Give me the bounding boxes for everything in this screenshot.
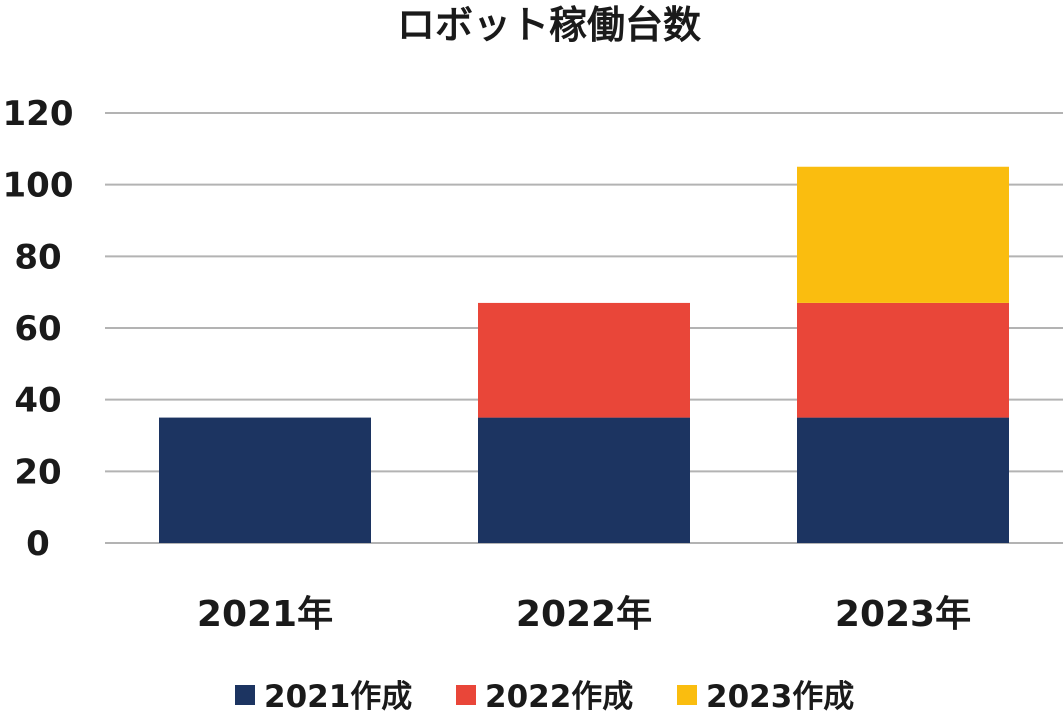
y-tick-label-0: 0: [26, 524, 50, 564]
chart-title: ロボット稼働台数: [397, 3, 701, 47]
y-tick-label-40: 40: [14, 381, 61, 421]
bar-1-series-1: [478, 302, 690, 418]
bar-2-series-2: [797, 166, 1009, 303]
y-tick-label-20: 20: [14, 452, 61, 492]
bar-0-series-0: [159, 417, 371, 543]
legend-label-1: 2022作成: [485, 679, 633, 715]
legend-swatch-1: [456, 685, 476, 705]
legend: 2021作成 2022作成 2023作成: [235, 679, 854, 715]
bar-2-series-1: [797, 302, 1009, 418]
legend-label-2: 2023作成: [706, 679, 854, 715]
bars: [159, 166, 1009, 543]
x-axis-ticks: 2021年 2022年 2023年: [197, 594, 971, 635]
legend-swatch-2: [677, 685, 697, 705]
x-tick-label-0: 2021年: [197, 594, 333, 635]
x-tick-label-1: 2022年: [516, 594, 652, 635]
bar-2-series-0: [797, 417, 1009, 543]
x-tick-label-2: 2023年: [835, 594, 971, 635]
y-tick-label-120: 120: [3, 94, 74, 134]
y-tick-label-60: 60: [14, 309, 61, 349]
y-tick-label-100: 100: [3, 166, 74, 206]
bar-1-series-0: [478, 417, 690, 543]
legend-swatch-0: [235, 685, 255, 705]
legend-label-0: 2021作成: [264, 679, 412, 715]
y-axis-ticks: 0 20 40 60 80 100 120: [3, 94, 74, 564]
y-tick-label-80: 80: [14, 237, 61, 277]
